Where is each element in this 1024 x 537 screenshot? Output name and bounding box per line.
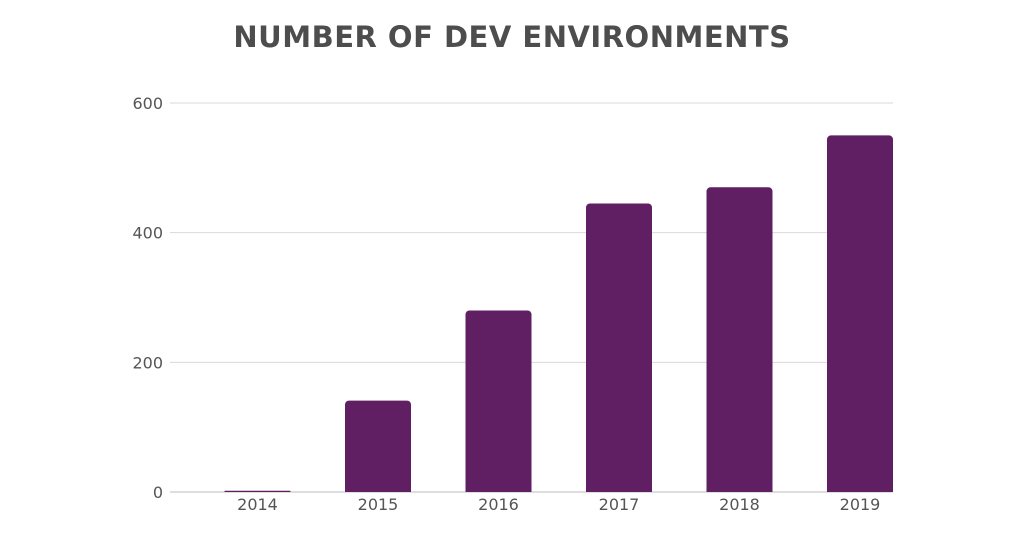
y-tick-label: 600	[132, 94, 163, 113]
bars	[224, 135, 893, 493]
bar-base-2019	[827, 488, 893, 492]
x-tick-label: 2019	[840, 495, 881, 514]
y-tick-label: 400	[132, 224, 163, 243]
bar-base-2017	[586, 488, 652, 492]
bar-base-2015	[345, 488, 411, 492]
bar-base-2014	[224, 491, 291, 492]
y-tick-label: 200	[132, 353, 163, 372]
x-tick-label: 2017	[599, 495, 640, 514]
x-tick-label: 2018	[719, 495, 760, 514]
bar-2018	[706, 187, 773, 493]
y-tick-label: 0	[153, 483, 163, 502]
x-tick-label: 2014	[237, 495, 278, 514]
x-tick-label: 2015	[358, 495, 399, 514]
bar-2019	[827, 135, 893, 492]
x-tick-label: 2016	[478, 495, 519, 514]
x-axis-ticks: 2014 2015 2016 2017 2018 2019	[237, 495, 880, 514]
bar-base-2016	[465, 488, 532, 492]
chart-title: NUMBER OF DEV ENVIRONMENTS	[233, 20, 791, 54]
bar-2016	[465, 310, 532, 492]
bar-base-2018	[706, 488, 773, 492]
bar-2017	[586, 203, 652, 492]
bar-2015	[345, 400, 411, 492]
y-axis-ticks: 0 200 400 600	[132, 94, 163, 502]
